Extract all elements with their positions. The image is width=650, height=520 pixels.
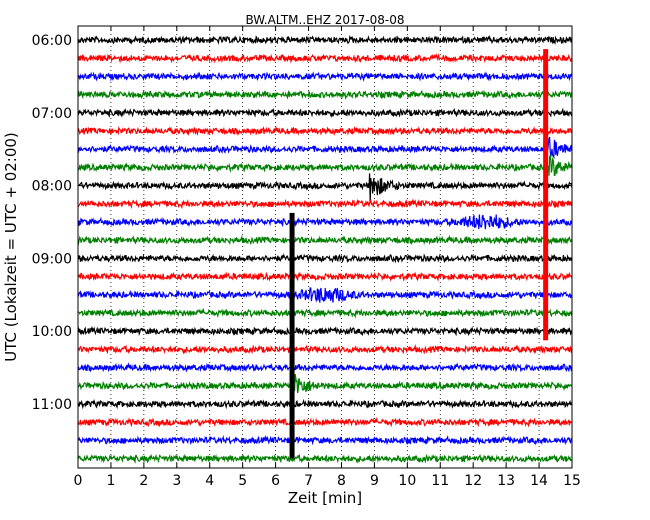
y-tick-label: 09:00 bbox=[32, 251, 72, 267]
trace-line bbox=[77, 234, 573, 246]
x-tick-label: 10 bbox=[398, 473, 416, 489]
trace-line bbox=[77, 34, 573, 46]
x-tick-label: 1 bbox=[106, 473, 115, 489]
x-tick-label: 2 bbox=[139, 473, 148, 489]
x-tick-label: 11 bbox=[431, 473, 449, 489]
y-tick-label: 11:00 bbox=[32, 397, 72, 413]
x-axis: 0 1 2 3 4 5 6 7 8 9 10 11 12 13 14 15 bbox=[74, 26, 581, 489]
trace-line bbox=[77, 398, 573, 410]
x-tick-label: 0 bbox=[74, 473, 83, 489]
x-tick-label: 12 bbox=[464, 473, 482, 489]
trace-line bbox=[77, 373, 573, 398]
trace-line bbox=[77, 89, 573, 100]
trace-line bbox=[77, 52, 573, 64]
trace-line bbox=[77, 453, 573, 464]
trace-line bbox=[77, 154, 573, 186]
y-tick-label: 06:00 bbox=[32, 33, 72, 49]
trace-line bbox=[77, 362, 573, 373]
traces bbox=[77, 34, 573, 464]
x-tick-label: 3 bbox=[172, 473, 181, 489]
trace-line bbox=[77, 107, 573, 119]
grid-lines bbox=[110, 26, 540, 468]
y-tick-label: 08:00 bbox=[32, 179, 72, 195]
trace-line bbox=[77, 198, 573, 210]
event-spike bbox=[543, 49, 549, 341]
y-tick-label: 10:00 bbox=[32, 324, 72, 340]
plot-frame bbox=[77, 25, 573, 469]
x-tick-label: 7 bbox=[304, 473, 313, 489]
chart-title: BW.ALTM..EHZ 2017-08-08 bbox=[245, 13, 404, 27]
trace-line bbox=[77, 416, 573, 428]
y-axis: 06:00 07:00 08:00 09:00 10:00 11:00 bbox=[32, 33, 572, 413]
trace-line bbox=[77, 125, 573, 137]
trace-line bbox=[78, 434, 573, 446]
trace-line bbox=[77, 307, 573, 319]
y-axis-label: UTC (Lokalzeit = UTC + 02:00) bbox=[2, 132, 20, 362]
x-tick-label: 8 bbox=[337, 473, 346, 489]
trace-line bbox=[77, 253, 573, 264]
x-tick-label: 13 bbox=[497, 473, 515, 489]
x-tick-label: 9 bbox=[370, 473, 379, 489]
x-tick-label: 4 bbox=[205, 473, 214, 489]
event-spike bbox=[289, 212, 295, 459]
x-tick-label: 6 bbox=[271, 473, 280, 489]
x-tick-label: 15 bbox=[563, 473, 581, 489]
trace-line bbox=[77, 173, 573, 203]
x-tick-label: 5 bbox=[238, 473, 247, 489]
trace-line bbox=[77, 343, 573, 355]
trace-line bbox=[77, 71, 573, 83]
trace-line bbox=[77, 287, 573, 303]
trace-line bbox=[77, 134, 573, 160]
x-tick-label: 14 bbox=[530, 473, 548, 489]
trace-line bbox=[77, 214, 573, 230]
y-tick-label: 07:00 bbox=[32, 106, 72, 122]
trace-line bbox=[77, 325, 573, 337]
trace-line bbox=[77, 271, 573, 283]
x-axis-label: Zeit [min] bbox=[288, 489, 362, 507]
